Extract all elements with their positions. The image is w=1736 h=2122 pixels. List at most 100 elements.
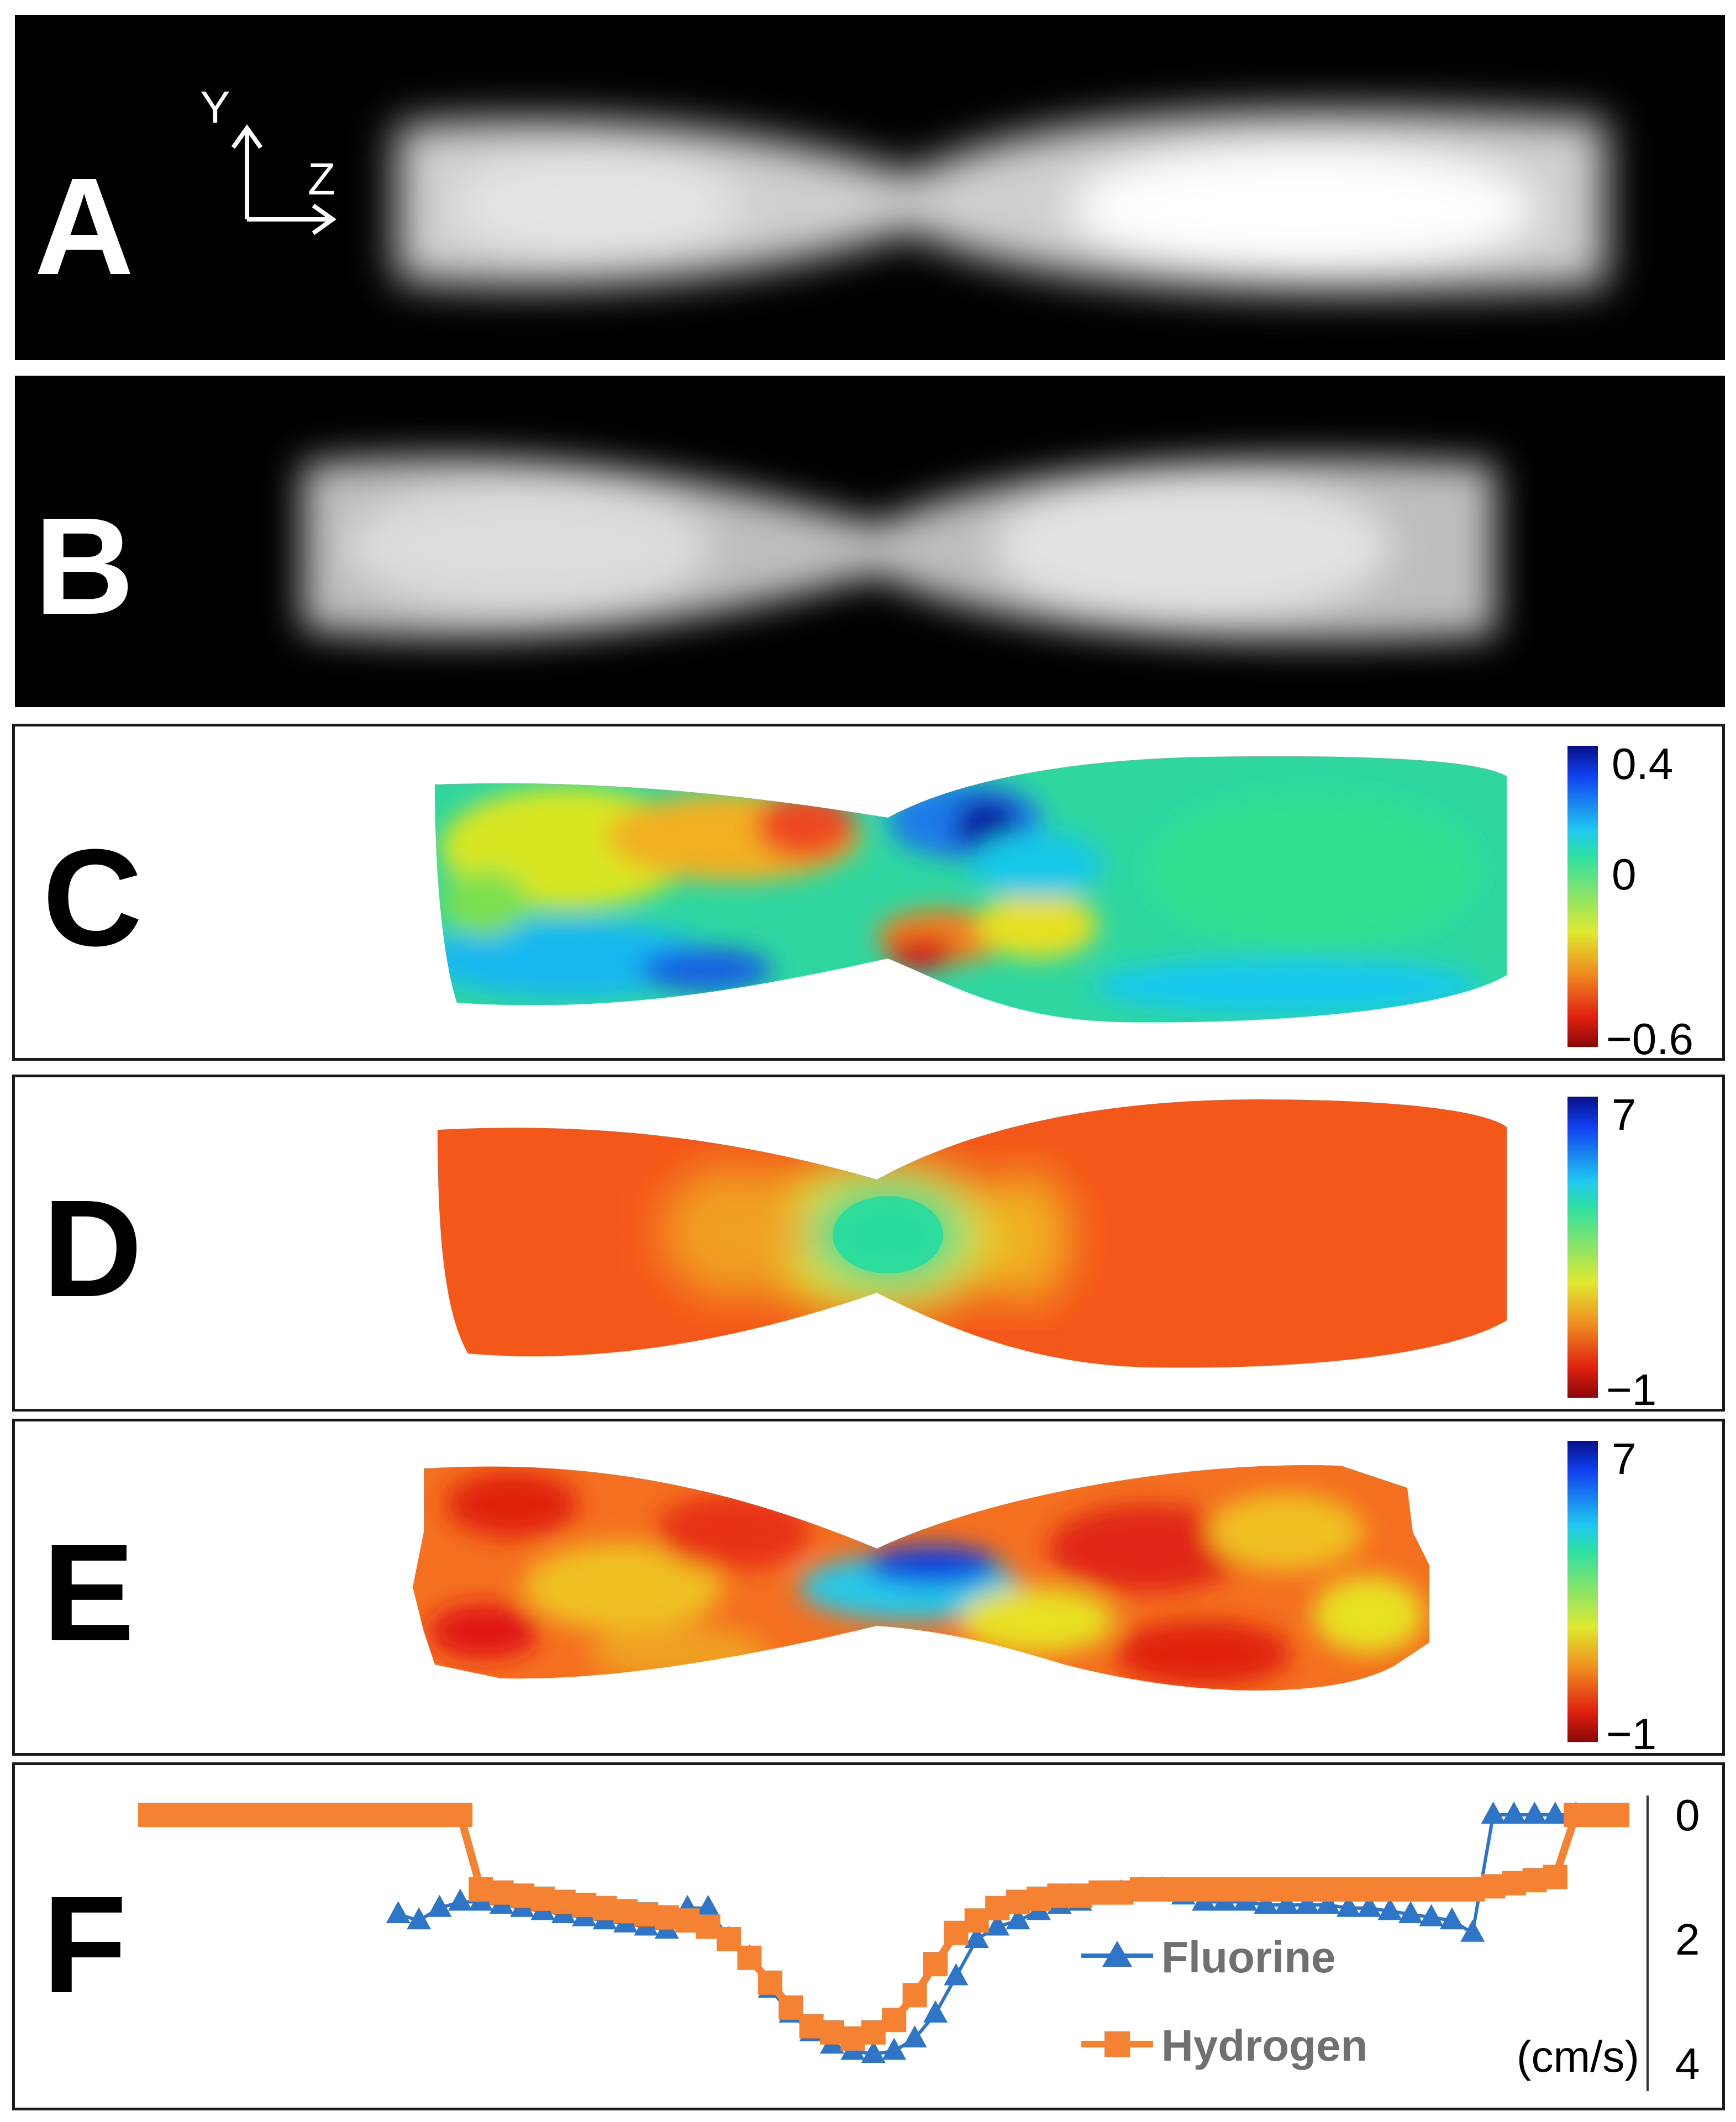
hydrogen-point (1398, 1877, 1423, 1902)
hydrogen-point (179, 1803, 204, 1827)
hydrogen-point (427, 1803, 452, 1827)
panel-f-chart: F 0 2 4 (cm/s) Fluorine Hydrogen (12, 1762, 1725, 2110)
hydrogen-point (1316, 1877, 1340, 1902)
legend-hydrogen: Hydrogen (1081, 2021, 1367, 2070)
hydrogen-point (1150, 1877, 1175, 1902)
velocity-profile-plot: 0 2 4 (cm/s) Fluorine Hydrogen (138, 1791, 1700, 2091)
hydrogen-point (1543, 1865, 1567, 1889)
fluorine-point (1357, 1894, 1382, 1917)
colorbar-e-max: 7 (1612, 1434, 1637, 1483)
legend-hydrogen-label: Hydrogen (1161, 2021, 1367, 2070)
hydrogen-point (489, 1880, 514, 1905)
hydrogen-point (757, 1970, 782, 1995)
hydrogen-point (551, 1889, 576, 1914)
hydrogen-point (592, 1895, 617, 1920)
fluorine-point (696, 1894, 720, 1917)
fluorine-point (427, 1894, 452, 1917)
fluorine-point (1336, 1894, 1361, 1917)
fluorine-point (1522, 1802, 1547, 1824)
fluorine-point (1398, 1901, 1423, 1923)
series-line-hydrogen (150, 1811, 1617, 2043)
fluorine-point (407, 1907, 432, 1930)
fluorine-point (923, 2000, 948, 2023)
hydrogen-point (1109, 1880, 1134, 1905)
hydrogen-point (861, 2020, 886, 2045)
hydrogen-point (386, 1803, 411, 1827)
panel-d-label: D (43, 1171, 143, 1325)
panel-b-image (302, 456, 1496, 641)
hydrogen-point (572, 1893, 597, 1918)
hydrogen-point (344, 1803, 369, 1827)
hydrogen-point (1129, 1877, 1154, 1902)
axis-z-label: Z (308, 154, 335, 204)
fluorine-point (902, 2025, 927, 2047)
panel-b-label: B (34, 489, 134, 643)
fluorine-point (1419, 1904, 1444, 1926)
hydrogen-point (282, 1803, 307, 1827)
hydrogen-point (1605, 1803, 1629, 1827)
hydrogen-point (799, 2014, 824, 2039)
legend: Fluorine Hydrogen (1081, 1933, 1367, 2070)
hydrogen-point (717, 1927, 741, 1951)
fluorine-point (1439, 1907, 1464, 1930)
fluorine-point (386, 1901, 411, 1923)
hydrogen-point (1357, 1877, 1382, 1902)
hydrogen-point (1006, 1889, 1030, 1914)
fluorine-point (861, 2041, 886, 2063)
panel-e-label: E (43, 1515, 135, 1670)
hydrogen-point (634, 1902, 659, 1926)
y-axis-unit: (cm/s) (1517, 2032, 1639, 2081)
hydrogen-point (1233, 1877, 1258, 1902)
fluorine-point (1543, 1802, 1567, 1824)
hydrogen-point (1522, 1868, 1547, 1893)
fluorine-point (1377, 1898, 1402, 1920)
panel-c-heatmap (435, 756, 1507, 1023)
hydrogen-point (1212, 1877, 1237, 1902)
hydrogen-point (1460, 1877, 1485, 1902)
fluorine-point (944, 1963, 969, 1986)
legend-fluorine: Fluorine (1081, 1933, 1336, 1982)
hydrogen-point (820, 2020, 845, 2045)
hydrogen-point (1026, 1886, 1051, 1911)
panel-a-fluorine-image: A Y Z (15, 15, 1725, 360)
fluorine-point (1006, 1907, 1030, 1930)
hydrogen-point (1584, 1803, 1609, 1827)
hydrogen-point (448, 1803, 472, 1827)
colorbar-e-min: −1 (1606, 1709, 1657, 1758)
hydrogen-point (407, 1803, 432, 1827)
hydrogen-point (200, 1803, 225, 1827)
fluorine-point (1481, 1802, 1506, 1824)
fluorine-point (448, 1888, 472, 1911)
hydrogen-point (1088, 1880, 1113, 1905)
hydrogen-point (138, 1803, 162, 1827)
hydrogen-point (675, 1908, 700, 1933)
hydrogen-point (303, 1803, 328, 1827)
hydrogen-point (1067, 1883, 1092, 1908)
fluorine-point (1460, 1919, 1485, 1942)
axis-indicator: Y Z (200, 82, 336, 235)
colorbar-c-min: −0.6 (1606, 1014, 1693, 1063)
panel-a-label: A (34, 149, 134, 303)
hydrogen-point (1274, 1877, 1299, 1902)
panel-b-hydrogen-image: B (15, 376, 1725, 707)
fluorine-point (964, 1926, 989, 1948)
hydrogen-point (220, 1803, 245, 1827)
colorbar-c-max: 0.4 (1612, 739, 1674, 788)
hydrogen-point (1336, 1877, 1361, 1902)
hydrogen-point (1047, 1883, 1072, 1908)
axis-y-label: Y (200, 82, 230, 133)
hydrogen-point (262, 1803, 287, 1827)
colorbar-c (1567, 746, 1598, 1047)
panel-c-label: C (43, 820, 143, 975)
panel-c-map: C 0.4 0 −0.6 (12, 724, 1725, 1063)
hydrogen-point (1295, 1877, 1320, 1902)
colorbar-d-max: 7 (1612, 1090, 1637, 1139)
panel-e-map: E 7 −1 (12, 1419, 1725, 1758)
fluorine-point (985, 1913, 1010, 1936)
hydrogen-point (159, 1803, 183, 1827)
hydrogen-point (944, 1920, 969, 1945)
hydrogen-point (613, 1899, 638, 1924)
hydrogen-point (964, 1908, 989, 1933)
hydrogen-point (882, 2008, 907, 2033)
fluorine-point (1316, 1892, 1340, 1914)
